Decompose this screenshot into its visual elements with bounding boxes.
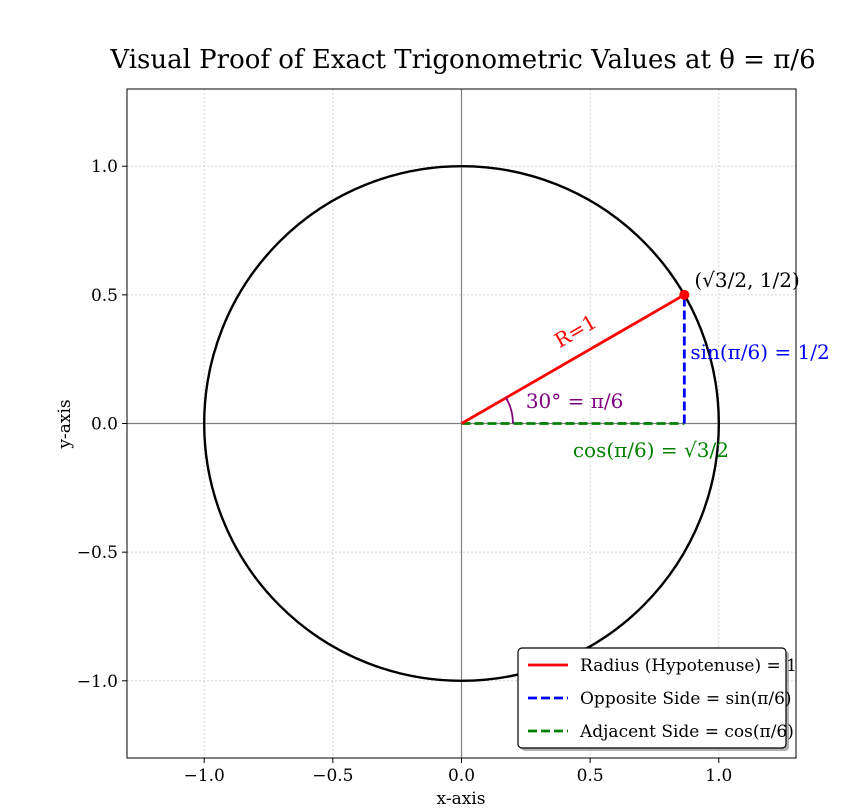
legend: Radius (Hypotenuse) = 1 Opposite Side = s… (517, 647, 797, 751)
legend-entry-2: Adjacent Side = cos(π/6) (579, 722, 794, 742)
ticks: −1.0 −0.5 0.0 0.5 1.0 −1.0 −0.5 0.0 0.5 1.0 (77, 157, 733, 786)
point-marker (679, 289, 690, 300)
series-group (202, 164, 721, 683)
x-tick-label: 0.0 (448, 766, 475, 786)
y-tick-label: 0.0 (91, 415, 118, 435)
legend-box (517, 647, 787, 749)
x-tick-label: −0.5 (312, 766, 353, 786)
y-tick-label: −1.0 (77, 672, 118, 692)
legend-entry-1: Opposite Side = sin(π/6) (580, 689, 792, 709)
y-tick-label: 0.5 (91, 286, 118, 306)
point-label: (√3/2, 1/2) (694, 268, 799, 292)
x-tick-label: 1.0 (705, 766, 732, 786)
x-axis-label: x-axis (437, 789, 486, 809)
chart-title: Visual Proof of Exact Trigonometric Valu… (109, 45, 815, 75)
unit-circle (202, 164, 721, 683)
sin-label: sin(π/6) = 1/2 (690, 340, 829, 364)
y-tick-label: −0.5 (77, 543, 118, 563)
legend-entry-0: Radius (Hypotenuse) = 1 (580, 656, 797, 676)
series-line-0 (460, 293, 686, 425)
angle-arc (505, 397, 514, 424)
cos-label: cos(π/6) = √3/2 (573, 438, 729, 462)
y-axis-label: y-axis (55, 399, 75, 449)
x-tick-label: −1.0 (184, 766, 225, 786)
x-tick-label: 0.5 (577, 766, 604, 786)
angle-label: 30° = π/6 (526, 389, 624, 413)
y-tick-label: 1.0 (91, 157, 118, 177)
